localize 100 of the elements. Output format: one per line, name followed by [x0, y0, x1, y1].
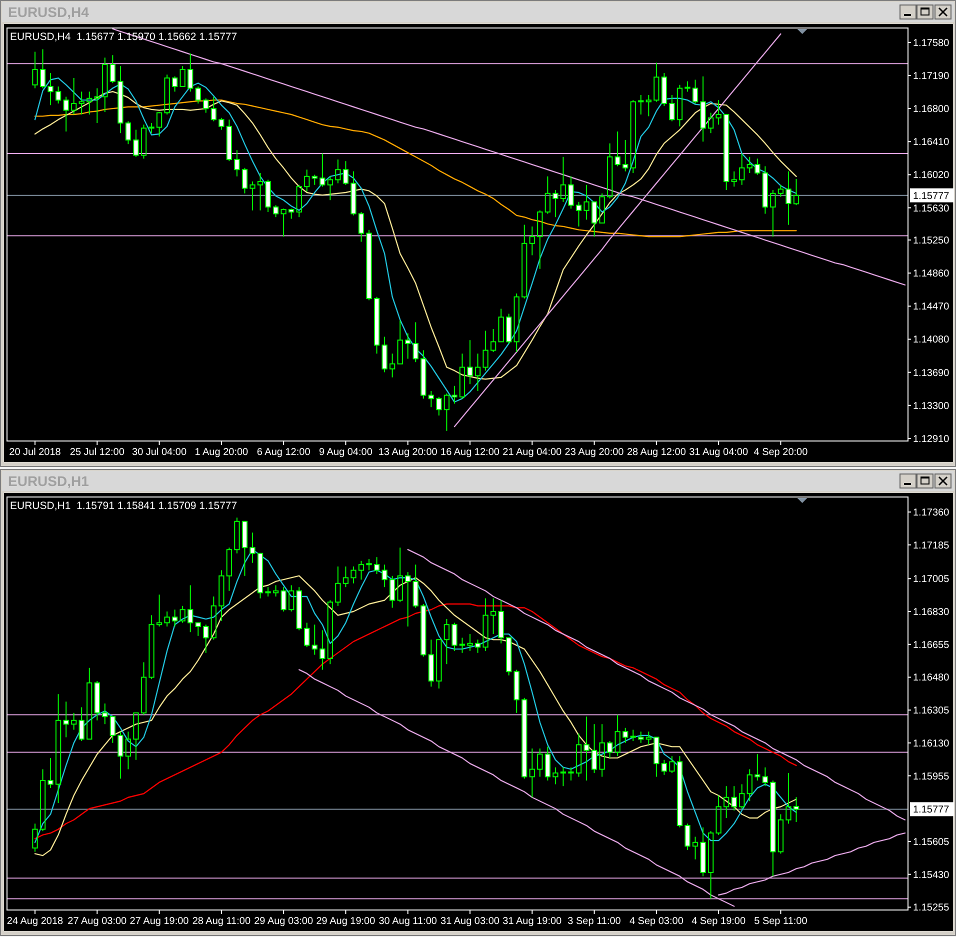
candlestick	[724, 114, 730, 190]
candlestick	[389, 353, 396, 378]
candlestick	[40, 48, 46, 89]
candlestick	[778, 814, 784, 854]
candlestick	[133, 129, 139, 158]
candlestick	[467, 634, 473, 652]
y-tick-label: 1.14080	[913, 334, 950, 346]
candlestick	[544, 746, 551, 781]
candlestick	[436, 396, 442, 416]
y-tick-label: 1.17360	[913, 508, 950, 519]
x-tick-label: 13 Aug 20:00	[378, 447, 438, 458]
candlestick	[420, 604, 426, 658]
x-tick-label: 21 Aug 04:00	[502, 447, 562, 458]
candlestick	[778, 184, 784, 198]
candlestick	[94, 88, 100, 124]
x-tick-label: 29 Aug 19:00	[316, 916, 376, 927]
ref-line-label: 1.15777	[913, 804, 950, 816]
candlestick	[412, 322, 418, 363]
candlestick	[156, 111, 162, 138]
y-tick-label: 1.17005	[913, 574, 950, 586]
candlestick	[474, 639, 481, 654]
candlestick	[522, 697, 528, 780]
candlestick	[692, 79, 698, 104]
candlestick	[304, 622, 310, 648]
candlestick	[428, 639, 434, 688]
chart-title: EURUSD,H4	[8, 4, 90, 20]
candlestick	[754, 158, 760, 176]
candlestick	[420, 350, 426, 400]
y-tick-label: 1.16020	[913, 170, 950, 182]
candlestick	[482, 598, 488, 652]
candlestick	[94, 680, 100, 721]
x-tick-label: 3 Sep 11:00	[568, 916, 622, 927]
x-tick-label: 1 Aug 20:00	[194, 447, 249, 458]
candlestick	[560, 766, 566, 787]
y-tick-label: 1.16830	[913, 607, 950, 618]
candlestick	[78, 706, 84, 742]
y-tick-label: 1.14470	[913, 302, 950, 313]
candlestick	[172, 76, 178, 92]
candlestick	[195, 86, 201, 104]
candlestick	[180, 66, 186, 88]
candlestick	[350, 566, 356, 584]
candlestick	[195, 622, 201, 636]
y-tick-label: 1.16480	[913, 672, 950, 684]
candlestick	[537, 748, 543, 778]
candlestick	[428, 390, 434, 408]
candlestick	[218, 117, 224, 130]
y-tick-label: 1.16305	[913, 706, 950, 717]
x-tick-label: 31 Aug 04:00	[689, 447, 748, 458]
candlestick	[669, 94, 675, 122]
candlestick	[482, 330, 488, 372]
y-tick-label: 1.13690	[913, 368, 950, 379]
candlestick	[638, 94, 644, 115]
candlestick	[762, 166, 768, 214]
candlestick	[350, 170, 356, 216]
candlestick	[770, 189, 776, 238]
candlestick	[552, 189, 558, 218]
candlestick	[474, 353, 481, 392]
candlestick	[584, 184, 590, 220]
candlestick	[793, 178, 800, 206]
candlestick	[661, 72, 668, 107]
candlestick	[544, 176, 551, 214]
candlestick	[630, 100, 636, 174]
candlestick	[40, 768, 46, 832]
candlestick	[529, 748, 535, 798]
candlestick	[257, 172, 264, 211]
candlestick	[288, 208, 294, 220]
x-tick-label: 4 Sep 20:00	[754, 447, 808, 458]
line-series	[34, 603, 797, 840]
candlestick	[327, 600, 334, 665]
candlestick	[708, 830, 714, 900]
candlestick	[622, 727, 628, 744]
ref-line-label: 1.15777	[913, 190, 950, 202]
candlestick	[63, 701, 69, 738]
candlestick	[210, 96, 216, 122]
x-tick-label: 29 Aug 03:00	[254, 916, 314, 927]
x-tick-label: 4 Sep 03:00	[629, 916, 684, 927]
y-tick-label: 1.17185	[913, 540, 950, 552]
candlestick	[568, 766, 574, 781]
candlestick	[498, 308, 504, 342]
y-tick-label: 1.12910	[913, 434, 950, 445]
candlestick	[312, 174, 318, 186]
candlestick	[86, 667, 92, 740]
candlestick	[280, 586, 286, 612]
candlestick	[48, 72, 54, 106]
candlestick	[452, 622, 458, 652]
candlestick	[110, 54, 116, 84]
candlestick	[78, 91, 84, 115]
candlestick	[654, 736, 660, 778]
candlestick	[397, 547, 403, 603]
candlestick	[436, 639, 442, 689]
candlestick	[48, 757, 54, 788]
candlestick	[459, 353, 466, 400]
candlestick	[599, 192, 605, 224]
candlestick	[125, 731, 132, 770]
candlestick	[514, 669, 520, 714]
candlestick	[506, 313, 512, 344]
candlestick	[172, 609, 178, 628]
candlestick	[490, 328, 496, 352]
y-tick-label: 1.13300	[913, 400, 950, 412]
x-tick-label: 31 Aug 03:00	[440, 916, 500, 927]
